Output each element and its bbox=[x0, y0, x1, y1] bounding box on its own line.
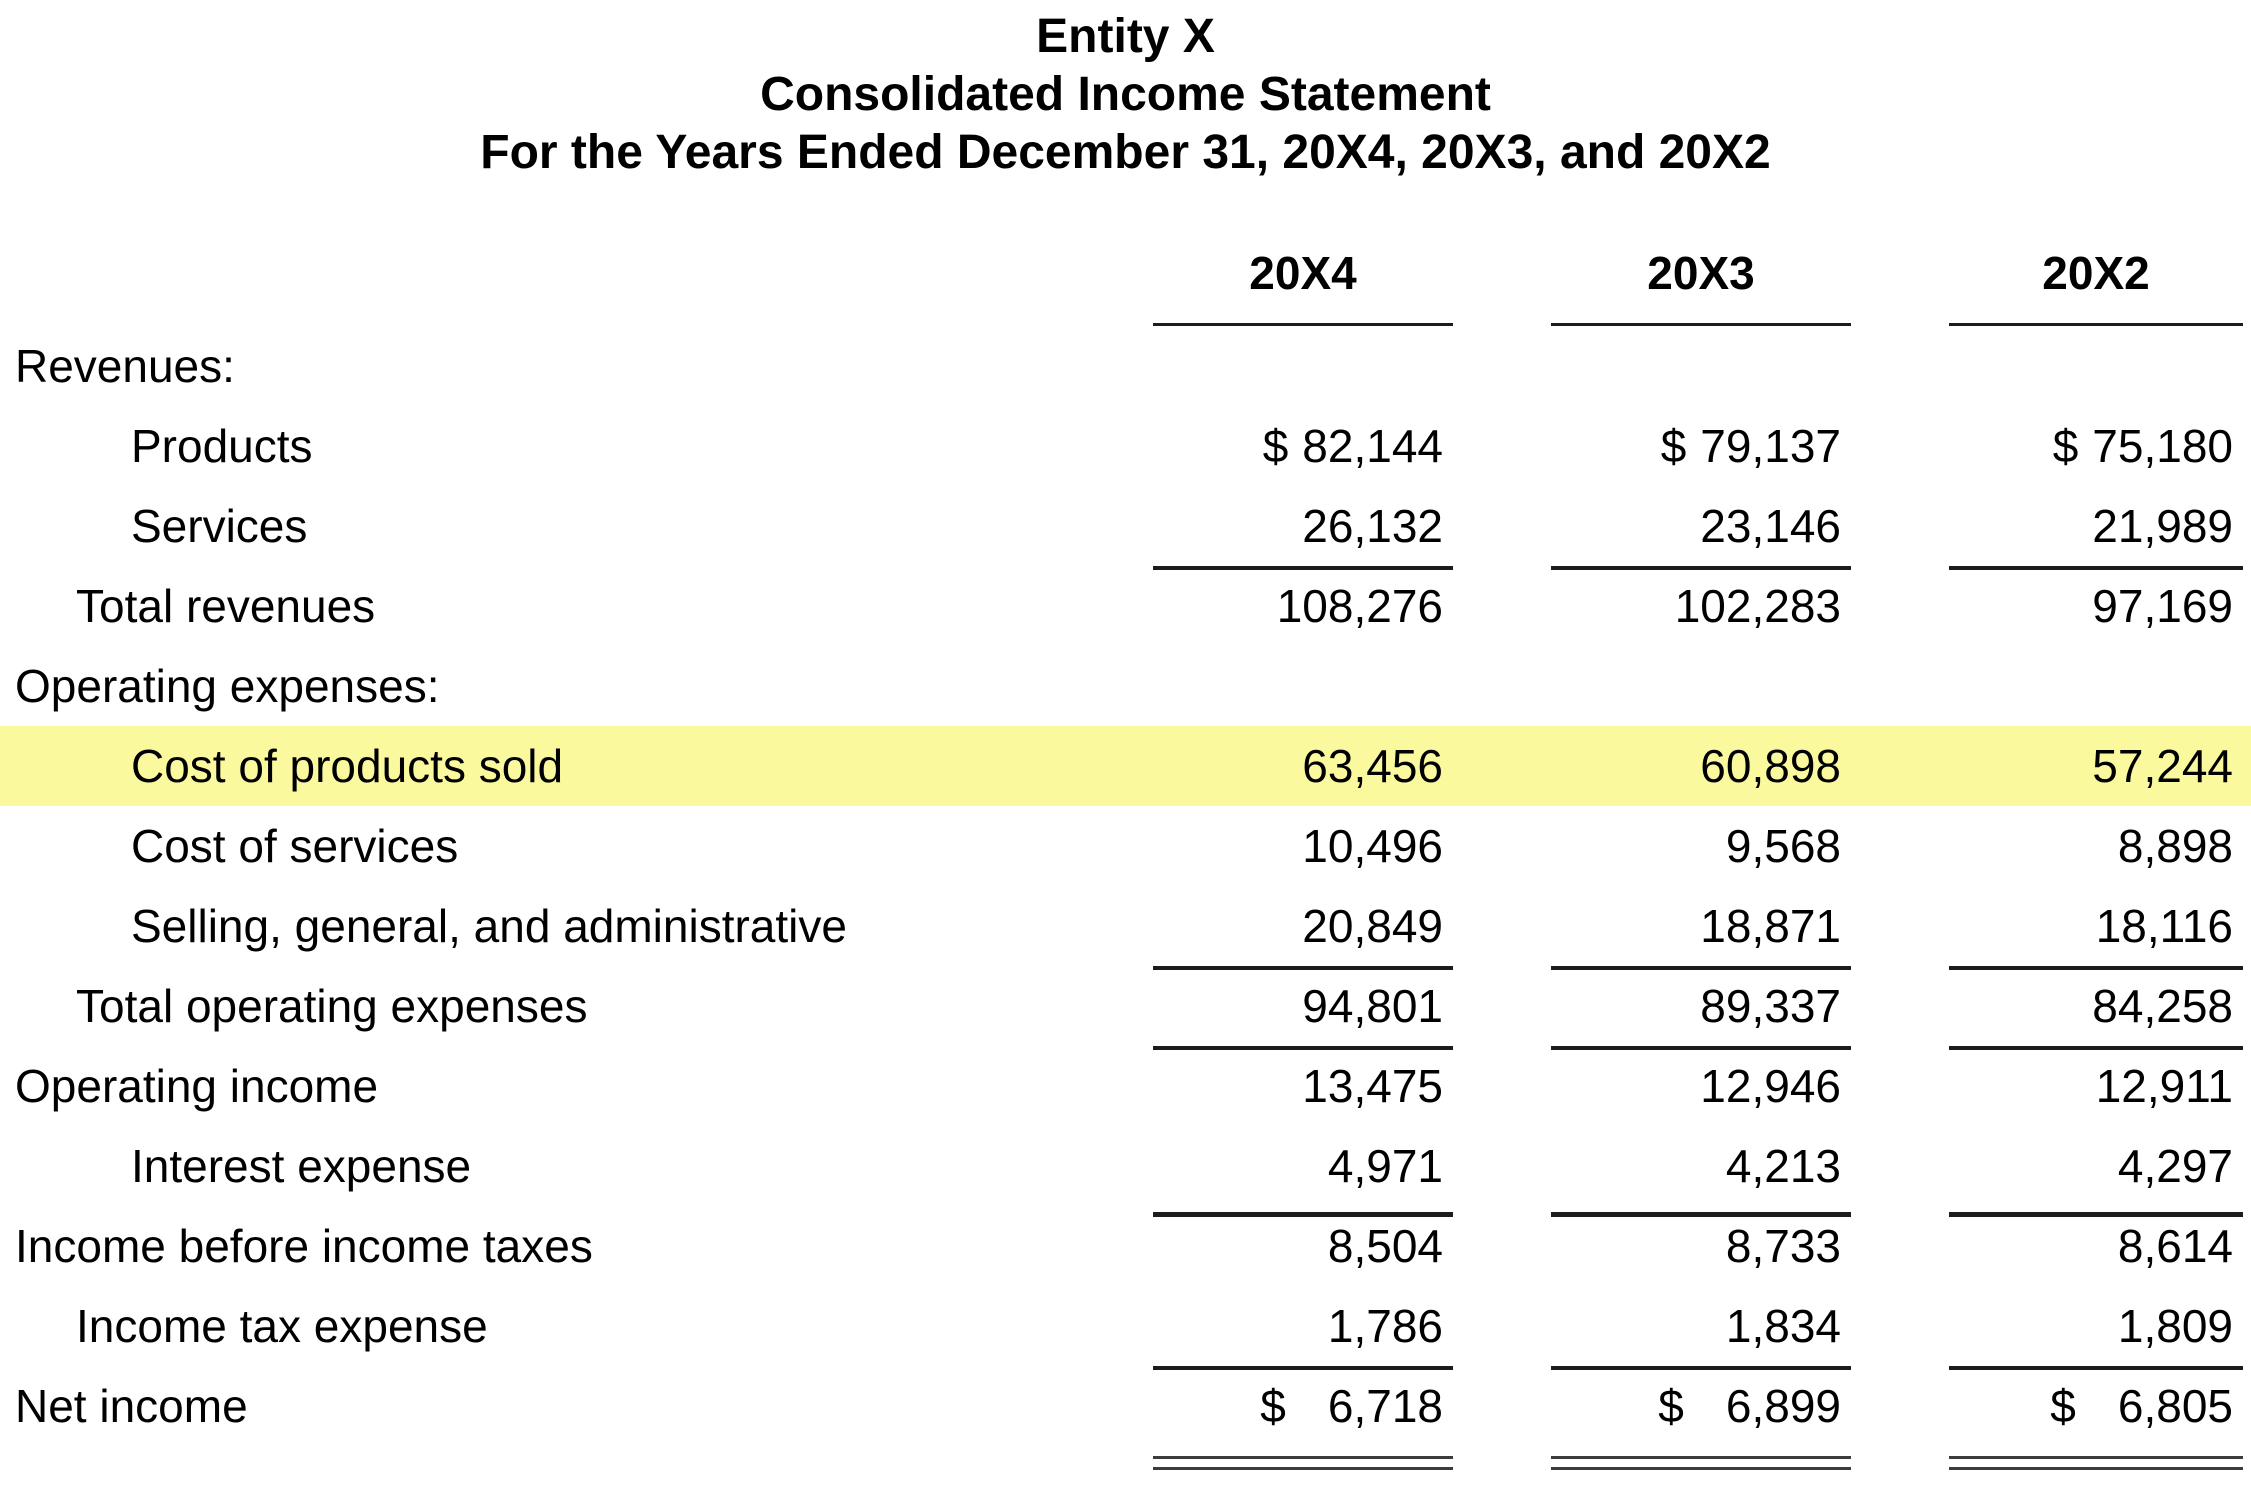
row-label: Net income bbox=[15, 1380, 248, 1432]
value-20x4: 8,504 bbox=[1327, 1220, 1443, 1272]
value-20x2: 8,898 bbox=[2117, 820, 2233, 872]
value-20x2: 12,911 bbox=[2095, 1060, 2233, 1112]
row-operating-expenses-heading: Operating expenses: bbox=[0, 646, 2251, 726]
currency-symbol: $ bbox=[1262, 420, 1289, 472]
title-block: Entity X Consolidated Income Statement F… bbox=[0, 0, 2251, 182]
value-20x2: $75,180 bbox=[2052, 420, 2233, 472]
row-label: Interest expense bbox=[131, 1140, 472, 1192]
row-income-tax-expense: Income tax expense 1,786 1,834 1,809 bbox=[0, 1286, 2251, 1370]
currency-symbol: $ bbox=[1260, 1380, 1286, 1432]
value-20x3: $6,899 bbox=[1551, 1366, 1851, 1470]
row-label: Income before income taxes bbox=[15, 1220, 593, 1272]
column-header-row: 20X4 20X3 20X2 bbox=[0, 232, 2251, 326]
value-20x3: 8,733 bbox=[1725, 1220, 1841, 1272]
value-20x4: $82,144 bbox=[1262, 420, 1443, 472]
row-revenues-heading: Revenues: bbox=[0, 326, 2251, 406]
row-label: Selling, general, and administrative bbox=[131, 900, 847, 952]
value-20x4: $6,718 bbox=[1153, 1366, 1453, 1470]
value-20x3: 89,337 bbox=[1551, 966, 1851, 1050]
year-header-20x3: 20X3 bbox=[1551, 232, 1851, 326]
row-label: Revenues: bbox=[15, 340, 235, 392]
title-period: For the Years Ended December 31, 20X4, 2… bbox=[480, 126, 1771, 179]
row-selling-general-administrative: Selling, general, and administrative 20,… bbox=[0, 886, 2251, 970]
row-label: Operating income bbox=[15, 1060, 379, 1112]
row-interest-expense: Interest expense 4,971 4,213 4,297 bbox=[0, 1126, 2251, 1217]
value-20x3: 23,146 bbox=[1551, 486, 1851, 570]
row-label: Operating expenses: bbox=[15, 660, 440, 712]
row-products: Products $82,144 $79,137 $75,180 bbox=[0, 406, 2251, 486]
year-header-20x2: 20X2 bbox=[1949, 232, 2243, 326]
currency-symbol: $ bbox=[1658, 1380, 1684, 1432]
row-cost-of-services: Cost of services 10,496 9,568 8,898 bbox=[0, 806, 2251, 886]
currency-symbol: $ bbox=[1660, 420, 1687, 472]
value-20x4: 63,456 bbox=[1302, 740, 1443, 792]
value-20x3: 4,213 bbox=[1551, 1126, 1851, 1217]
value-20x2: $6,805 bbox=[1949, 1366, 2243, 1470]
value-20x3: 18,871 bbox=[1551, 886, 1851, 970]
currency-symbol: $ bbox=[2050, 1380, 2076, 1432]
value-20x2: 8,614 bbox=[2117, 1220, 2233, 1272]
row-label: Products bbox=[131, 420, 313, 472]
value-20x4: 1,786 bbox=[1153, 1286, 1453, 1370]
value-20x4: 10,496 bbox=[1302, 820, 1443, 872]
value-20x4: 13,475 bbox=[1302, 1060, 1443, 1112]
value-20x3: 1,834 bbox=[1551, 1286, 1851, 1370]
value-20x2: 84,258 bbox=[1949, 966, 2243, 1050]
value-20x2: 1,809 bbox=[1949, 1286, 2243, 1370]
row-label: Total revenues bbox=[76, 580, 376, 632]
value-20x2: 57,244 bbox=[2092, 740, 2233, 792]
value-20x2: 21,989 bbox=[1949, 486, 2243, 570]
row-label: Total operating expenses bbox=[76, 980, 588, 1032]
row-cost-of-products-sold-highlighted: Cost of products sold 63,456 60,898 57,2… bbox=[0, 726, 2251, 806]
value-20x2: 18,116 bbox=[1949, 886, 2243, 970]
row-total-operating-expenses: Total operating expenses 94,801 89,337 8… bbox=[0, 966, 2251, 1050]
year-header-20x4: 20X4 bbox=[1153, 232, 1453, 326]
row-net-income: Net income $6,718 $6,899 $6,805 bbox=[0, 1366, 2251, 1470]
row-label: Income tax expense bbox=[76, 1300, 488, 1352]
row-label: Cost of products sold bbox=[131, 740, 564, 792]
value-20x3: 60,898 bbox=[1700, 740, 1841, 792]
value-20x4: 4,971 bbox=[1153, 1126, 1453, 1217]
value-20x3: 12,946 bbox=[1700, 1060, 1841, 1112]
value-20x2: 4,297 bbox=[1949, 1126, 2243, 1217]
value-20x4: 26,132 bbox=[1153, 486, 1453, 570]
row-total-revenues: Total revenues 108,276 102,283 97,169 bbox=[0, 566, 2251, 646]
header-spacer bbox=[15, 232, 1055, 326]
value-20x3: 9,568 bbox=[1725, 820, 1841, 872]
title-statement-name: Consolidated Income Statement bbox=[760, 68, 1491, 121]
row-income-before-income-taxes: Income before income taxes 8,504 8,733 8… bbox=[0, 1206, 2251, 1286]
row-label: Cost of services bbox=[131, 820, 459, 872]
value-20x4: 108,276 bbox=[1276, 580, 1443, 632]
row-label: Services bbox=[131, 500, 308, 552]
value-20x4: 94,801 bbox=[1153, 966, 1453, 1050]
title-entity-name: Entity X bbox=[1036, 10, 1215, 63]
currency-symbol: $ bbox=[2052, 420, 2079, 472]
value-20x3: 102,283 bbox=[1674, 580, 1841, 632]
value-20x2: 97,169 bbox=[2092, 580, 2233, 632]
row-operating-income: Operating income 13,475 12,946 12,911 bbox=[0, 1046, 2251, 1126]
value-20x4: 20,849 bbox=[1153, 886, 1453, 970]
row-services: Services 26,132 23,146 21,989 bbox=[0, 486, 2251, 570]
value-20x3: $79,137 bbox=[1660, 420, 1841, 472]
